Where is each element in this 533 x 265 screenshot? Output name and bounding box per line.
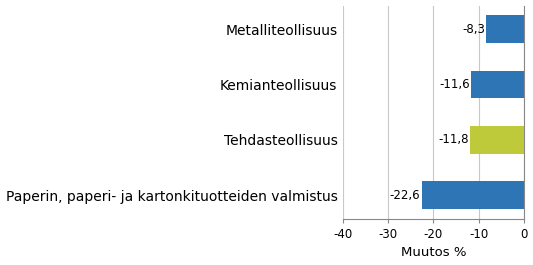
Text: -11,8: -11,8 <box>439 133 469 146</box>
Bar <box>471 71 524 98</box>
Bar <box>422 182 524 209</box>
Text: -8,3: -8,3 <box>462 23 485 36</box>
Text: -22,6: -22,6 <box>390 189 420 202</box>
X-axis label: Muutos %: Muutos % <box>401 246 466 259</box>
Bar <box>486 15 524 43</box>
Text: -11,6: -11,6 <box>439 78 470 91</box>
Bar <box>471 126 524 154</box>
